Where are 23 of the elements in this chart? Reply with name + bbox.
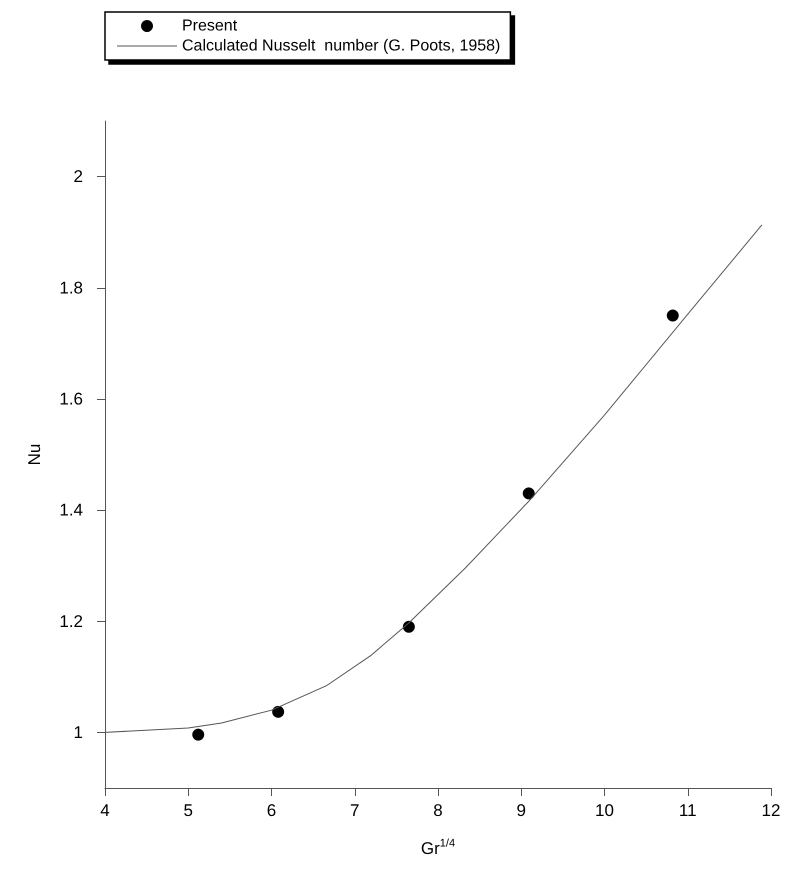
point [272,706,284,718]
x-tick-label: 7 [350,801,360,820]
y-tick-label: 1.2 [59,612,83,631]
legend-label: Calculated Nusselt number (G. Poots, 1958) [182,38,500,54]
point [402,620,415,633]
x-tick-label: 5 [184,801,193,820]
y-axis-title: Nu [25,444,44,466]
legend-label: Present [182,18,238,34]
point [666,310,679,322]
x-tick-label: 6 [266,801,276,820]
y-tick-label: 2 [74,167,83,186]
x-tick-label: 4 [100,801,110,820]
x-tick-label: 9 [516,801,526,820]
x-tick-label: 10 [595,801,614,820]
y-tick-label: 1.4 [59,500,83,520]
x-tick-label: 12 [762,801,780,820]
point [192,728,204,741]
y-tick-label: 1.6 [59,389,83,408]
y-tick-label: 1.8 [59,278,83,298]
y-tick-label: 1 [74,722,83,742]
x-tick-label: 11 [678,801,697,820]
x-tick-label: 8 [433,801,443,820]
point [522,487,535,500]
